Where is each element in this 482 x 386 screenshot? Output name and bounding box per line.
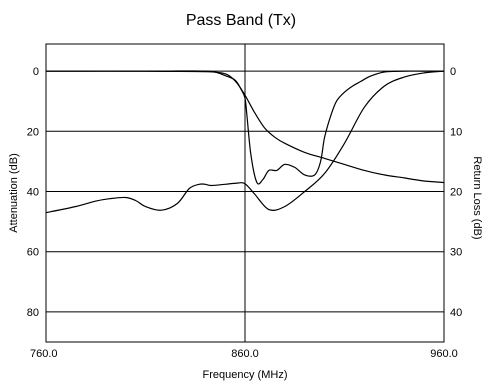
grid-lines [46, 44, 444, 342]
y-tick-label: 80 [27, 307, 39, 319]
y2-tick-label: 40 [450, 307, 462, 319]
tick-labels: 0 20 40 60 80 0 10 20 30 40 760.0 860.0 960.0 [27, 66, 463, 360]
y2-tick-label: 10 [450, 126, 462, 138]
y-axis-label: Attenuation (dB) [8, 153, 20, 233]
y-tick-label: 60 [27, 247, 39, 259]
series-line-2 [45, 70, 445, 214]
y2-axis-label: Return Loss (dB) [471, 156, 482, 239]
x-tick-label: 860.0 [231, 348, 259, 360]
y2-tick-label: 0 [450, 66, 456, 78]
x-tick-label: 960.0 [430, 348, 458, 360]
x-tick-label: 760.0 [30, 348, 58, 360]
x-axis-label: Frequency (MHz) [203, 369, 288, 381]
y-tick-label: 40 [27, 186, 39, 198]
y-tick-label: 0 [33, 66, 39, 78]
series-line-3 [45, 70, 444, 185]
y2-tick-label: 30 [450, 247, 462, 259]
data-series [45, 70, 445, 214]
chart-title: Pass Band (Tx) [186, 12, 296, 29]
y2-tick-label: 20 [450, 186, 462, 198]
y-tick-label: 20 [27, 126, 39, 138]
